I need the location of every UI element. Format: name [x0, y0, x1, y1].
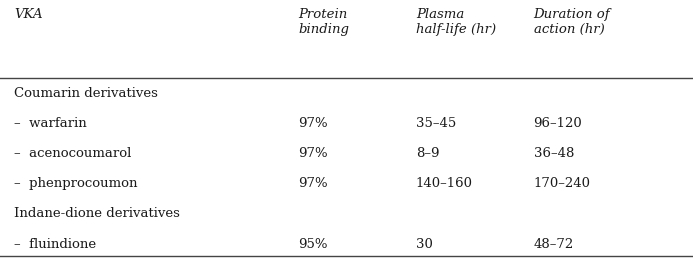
Text: Protein
binding: Protein binding [298, 8, 349, 36]
Text: 97%: 97% [298, 177, 328, 191]
Text: Plasma
half-life (hr): Plasma half-life (hr) [416, 8, 496, 36]
Text: 30: 30 [416, 238, 432, 251]
Text: VKA: VKA [14, 8, 42, 21]
Text: –  fluindione: – fluindione [14, 238, 96, 251]
Text: –  phenprocoumon: – phenprocoumon [14, 177, 137, 191]
Text: 36–48: 36–48 [534, 147, 574, 161]
Text: 95%: 95% [298, 238, 328, 251]
Text: 96–120: 96–120 [534, 117, 582, 130]
Text: 140–160: 140–160 [416, 177, 473, 191]
Text: 97%: 97% [298, 147, 328, 161]
Text: 97%: 97% [298, 117, 328, 130]
Text: 170–240: 170–240 [534, 177, 590, 191]
Text: Coumarin derivatives: Coumarin derivatives [14, 87, 158, 100]
Text: 8–9: 8–9 [416, 147, 439, 161]
Text: –  acenocoumarol: – acenocoumarol [14, 147, 131, 161]
Text: 48–72: 48–72 [534, 238, 574, 251]
Text: 35–45: 35–45 [416, 117, 456, 130]
Text: Duration of
action (hr): Duration of action (hr) [534, 8, 611, 36]
Text: Indane-dione derivatives: Indane-dione derivatives [14, 207, 179, 221]
Text: –  warfarin: – warfarin [14, 117, 87, 130]
